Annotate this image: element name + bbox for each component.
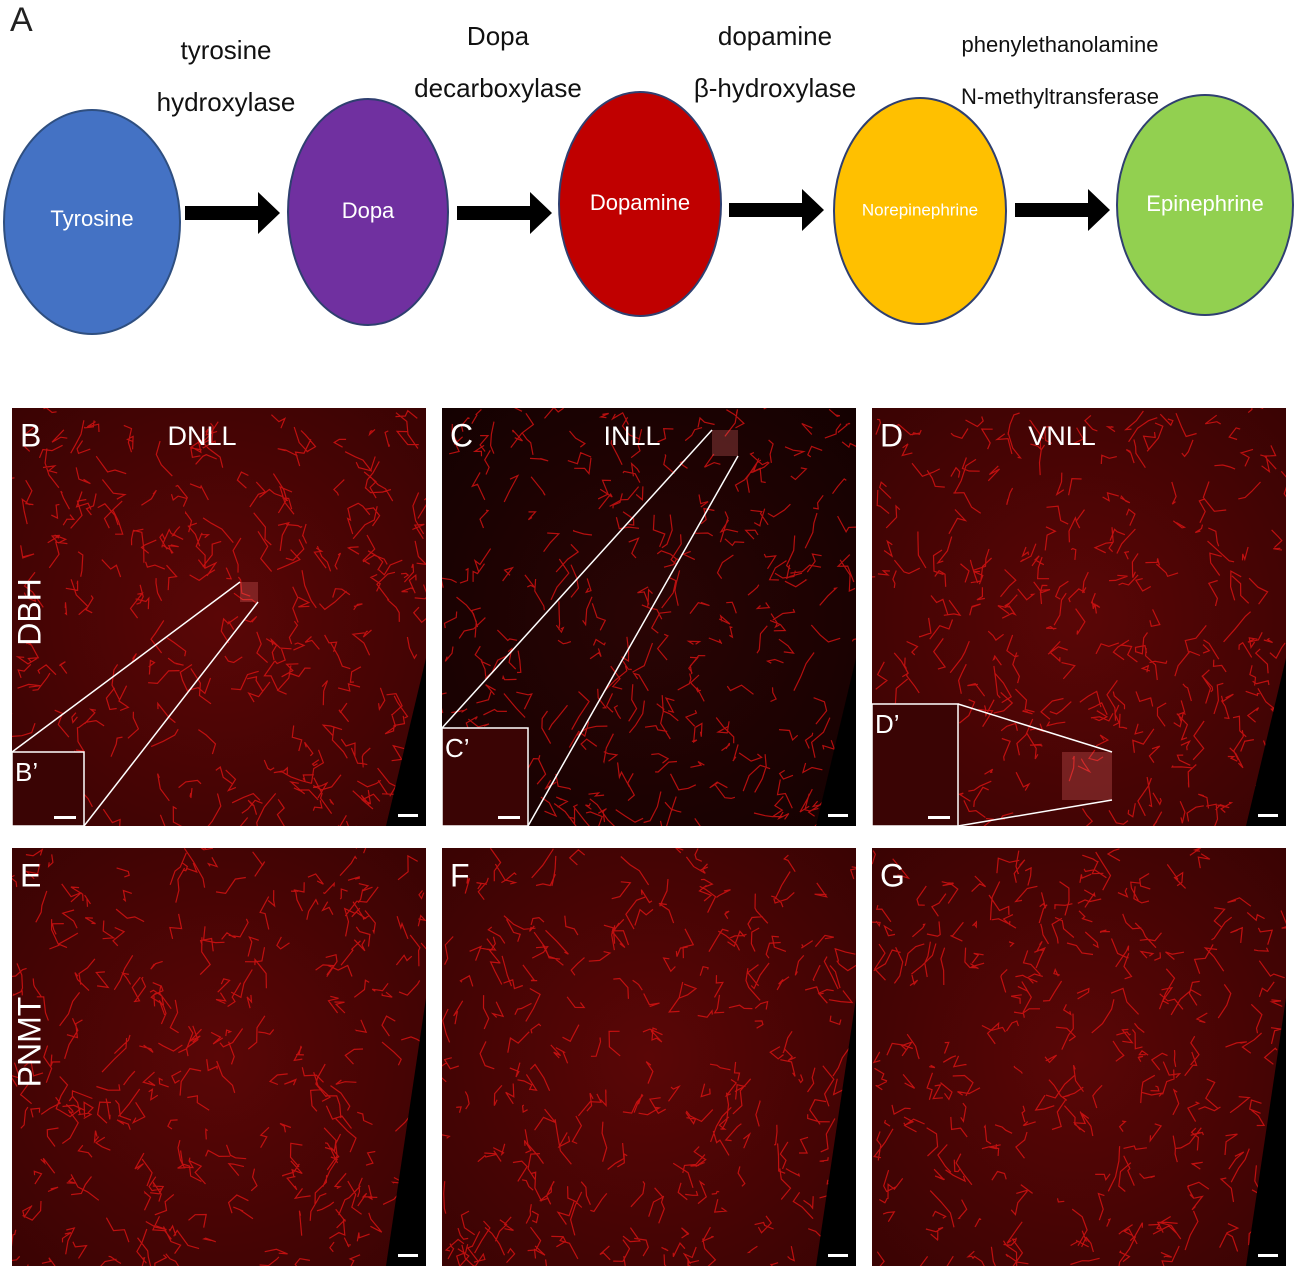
row-label: DBH [11,578,47,646]
enzyme-label: dopamine [718,21,832,51]
tissue-edge [1246,998,1286,1266]
panel-label: B [20,417,41,453]
enzyme-label: hydroxylase [157,87,296,117]
micrograph: B DNLL B’ [11,408,426,827]
tissue [442,848,856,1266]
scale-bar [828,1254,848,1257]
panel-label: C [450,417,473,453]
scale-bar [828,814,848,817]
inset-target [1062,752,1112,800]
tissue-edge [816,658,856,826]
panel-title: INLL [603,421,660,451]
inset [871,703,959,827]
scale-bar [398,814,418,817]
inset-label: B’ [15,757,38,787]
panel-label: G [880,857,905,893]
inset-line [11,581,241,753]
inset-line [83,601,259,827]
node [833,97,1007,325]
fibers [12,848,426,1266]
tissue-edge [1246,658,1286,826]
enzyme-label: decarboxylase [414,73,582,103]
fibers [872,408,1286,826]
node-label: Dopamine [590,190,690,215]
fibers [872,848,1286,1266]
node-label: Tyrosine [50,206,133,231]
panel-label: F [450,857,470,893]
row-label: PNMT [11,997,47,1088]
fiber [442,848,856,1266]
inset-label: D’ [875,709,900,739]
panel-label: D [880,417,903,453]
inset-label: C’ [445,733,470,763]
arrow [729,189,824,231]
enzyme-label: tyrosine [180,35,271,65]
fiber [872,408,1286,826]
panel-title: DNLL [167,421,236,451]
node [1116,94,1294,316]
inset-target [712,430,738,456]
inset-line [957,703,1113,753]
scale-bar [498,816,520,819]
micrograph: E [12,848,426,1266]
scale-bar [398,1254,418,1257]
pathway: Tyrosine Dopa Dopamine Norepinephrine Ep… [3,91,1294,335]
node-label: Dopa [342,198,395,223]
tissue-edge [816,998,856,1266]
scale-bar [928,816,950,819]
enzyme-label: β-hydroxylase [694,73,856,103]
micrograph: F [442,848,856,1266]
inset [441,727,529,827]
arrow [1015,189,1110,231]
node-label: Norepinephrine [862,200,978,219]
fibers [12,408,426,826]
node-label: Epinephrine [1146,191,1263,216]
enzyme-label: N-methyltransferase [961,84,1159,109]
inset-target [240,582,258,602]
inset [11,751,85,827]
tissue-edge [386,658,426,826]
fibers [442,408,856,826]
arrow [457,192,552,234]
node [558,91,722,317]
fiber [442,408,856,826]
fibers [442,848,856,1266]
enzyme-label: Dopa [467,21,530,51]
tissue-edge [386,998,426,1266]
enzyme-label: phenylethanolamine [962,32,1159,57]
micrograph: C INLL C’ [441,408,856,827]
panel-label: E [20,857,41,893]
node [3,109,181,335]
panel-title: VNLL [1028,421,1096,451]
tissue [12,848,426,1266]
micrograph: G [872,848,1286,1266]
fiber [872,848,1286,1266]
arrow [185,192,280,234]
scale-bar [1258,1254,1278,1257]
scale-bar [54,816,76,819]
inset-line [441,429,713,729]
inset-line [527,455,739,827]
inset-line [957,799,1113,827]
node [287,98,449,326]
micrograph: D VNLL D’ [871,408,1286,827]
scale-bar [1258,814,1278,817]
panel-label: A [10,1,33,39]
